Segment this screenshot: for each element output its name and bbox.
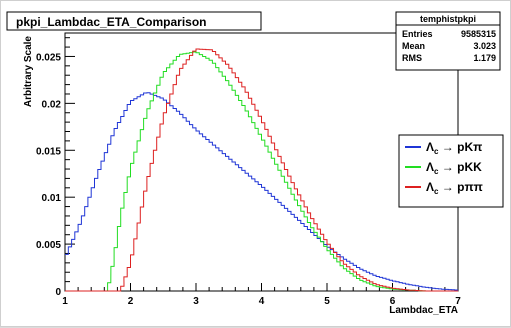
legend-entry: Λc → pKK	[426, 160, 482, 176]
stats-entries-label: Entries	[402, 29, 433, 39]
stats-mean-value: 3.023	[473, 41, 496, 51]
stats-rms-label: RMS	[402, 53, 422, 63]
x-tick-label: 5	[324, 296, 330, 307]
legend-arrow: →	[438, 180, 457, 194]
stats-title: temphistpkpi	[420, 14, 476, 24]
x-axis-title: Lambdac_ETA	[389, 305, 458, 316]
series-line-2	[65, 51, 458, 292]
y-tick-label: 0.01	[42, 193, 62, 204]
y-tick-label: 0.015	[36, 146, 61, 157]
legend-subscript: c	[434, 147, 439, 156]
x-tick-label: 4	[259, 296, 265, 307]
stats-mean-label: Mean	[402, 41, 425, 51]
series-line-3	[65, 48, 458, 292]
series-layer	[65, 48, 458, 292]
stats-rms-value: 1.179	[473, 53, 496, 63]
legend-lambda: Λ	[426, 160, 434, 174]
y-tick-label: 0.025	[36, 52, 61, 63]
legend-lambda: Λ	[426, 140, 434, 154]
x-tick-label: 6	[390, 296, 396, 307]
legend-subscript: c	[434, 167, 439, 176]
legend-decay: pππ	[457, 180, 483, 194]
y-tick-label: 0.005	[36, 240, 61, 251]
legend-decay: pKK	[457, 160, 482, 174]
x-tick-label: 7	[455, 296, 461, 307]
chart-title: pkpi_Lambdac_ETA_Comparison	[16, 15, 207, 29]
legend-subscript: c	[434, 187, 439, 196]
y-tick-label: 0	[55, 287, 61, 298]
legend-entry: Λc → pππ	[426, 180, 483, 196]
legend-arrow: →	[438, 140, 457, 154]
stats-entries-value: 9585315	[461, 29, 496, 39]
legend-decay: pKπ	[457, 140, 482, 154]
legend-arrow: →	[438, 160, 457, 174]
x-tick-label: 1	[62, 296, 68, 307]
series-line-1	[65, 92, 458, 291]
x-axis: 1 2 3 4 5 6 7	[62, 283, 461, 307]
stats-box: temphistpkpi Entries 9585315 Mean 3.023 …	[395, 11, 501, 71]
legend-lambda: Λ	[426, 180, 434, 194]
y-axis-title: Arbitrary Scale	[23, 36, 34, 108]
y-axis: 0 0.005 0.01 0.015 0.02 0.025	[36, 37, 75, 298]
chart-title-box: pkpi_Lambdac_ETA_Comparison	[6, 11, 262, 31]
y-tick-label: 0.02	[42, 99, 62, 110]
legend-entry: Λc → pKπ	[426, 140, 482, 156]
x-tick-label: 2	[128, 296, 134, 307]
x-tick-label: 3	[193, 296, 199, 307]
